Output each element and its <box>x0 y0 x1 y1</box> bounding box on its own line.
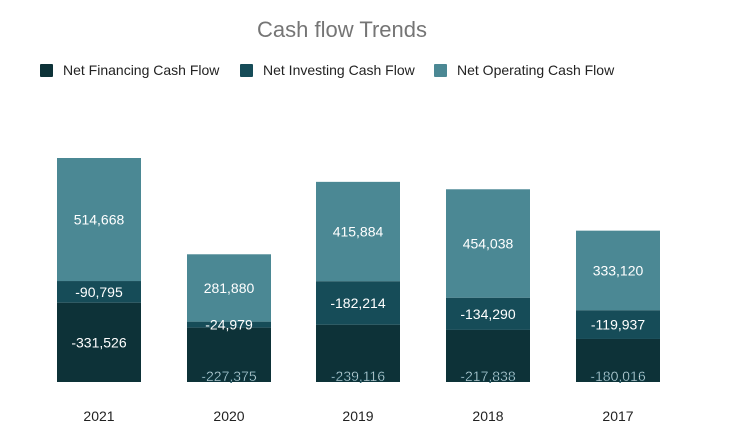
x-tick-label: 2021 <box>83 408 114 424</box>
x-tick-label: 2018 <box>472 408 503 424</box>
bar-stack-2018: -217,838 -134,290 454,038 <box>446 189 530 384</box>
legend-label: Net Financing Cash Flow <box>63 62 220 78</box>
data-label: -227,375 <box>201 368 256 384</box>
bar-segment <box>576 230 660 311</box>
bar-stack-2017: -180,016 -119,937 333,120 <box>576 230 660 384</box>
bar-segment <box>57 302 141 382</box>
x-tick-label: 2017 <box>602 408 633 424</box>
legend-label: Net Operating Cash Flow <box>457 62 615 78</box>
bar-segment <box>187 321 271 328</box>
chart-legend: Net Financing Cash Flow Net Investing Cas… <box>40 62 615 78</box>
bar-segment <box>446 189 530 298</box>
data-label: -119,937 <box>591 317 645 333</box>
legend-swatch <box>240 64 253 77</box>
legend-item: Net Investing Cash Flow <box>240 62 416 78</box>
bars-group: -331,526 -90,795 514,668 -227,375 -24,979 281… <box>57 158 660 384</box>
bar-segment <box>446 329 530 382</box>
data-label: -217,838 <box>460 368 515 384</box>
data-label: -134,290 <box>460 306 515 322</box>
bar-segment <box>316 324 400 382</box>
bar-stack-2021: -331,526 -90,795 514,668 <box>57 158 141 382</box>
data-label: 281,880 <box>204 280 255 296</box>
bar-segment <box>187 254 271 322</box>
data-label: -90,795 <box>75 284 123 300</box>
x-axis-ticks: 2021 2020 2019 2018 2017 <box>83 408 633 424</box>
bar-segment <box>446 297 530 330</box>
chart-title: Cash flow Trends <box>257 17 427 42</box>
bar-segment <box>576 310 660 339</box>
data-label: -239,116 <box>331 368 385 384</box>
bar-stack-2019: -239,116 -182,214 415,884 <box>316 181 400 384</box>
data-label: -331,526 <box>71 334 126 350</box>
data-label: 454,038 <box>463 236 514 252</box>
bar-segment <box>57 281 141 303</box>
bar-segment <box>316 181 400 282</box>
x-tick-label: 2020 <box>213 408 244 424</box>
legend-swatch <box>40 64 53 77</box>
data-label: 415,884 <box>333 224 384 240</box>
bar-segment <box>316 281 400 325</box>
bar-stack-2020: -227,375 -24,979 281,880 <box>187 254 271 384</box>
data-label: 333,120 <box>593 262 644 278</box>
legend-item: Net Financing Cash Flow <box>40 62 220 78</box>
x-tick-label: 2019 <box>342 408 373 424</box>
data-label: -180,016 <box>590 368 645 384</box>
legend-label: Net Investing Cash Flow <box>263 62 416 78</box>
bar-segment <box>576 338 660 382</box>
legend-item: Net Operating Cash Flow <box>434 62 615 78</box>
data-label: -24,979 <box>205 317 253 333</box>
data-label: -182,214 <box>330 295 385 311</box>
bar-segment <box>187 327 271 382</box>
legend-swatch <box>434 64 447 77</box>
bar-segment <box>57 158 141 282</box>
data-label: 514,668 <box>74 212 125 228</box>
